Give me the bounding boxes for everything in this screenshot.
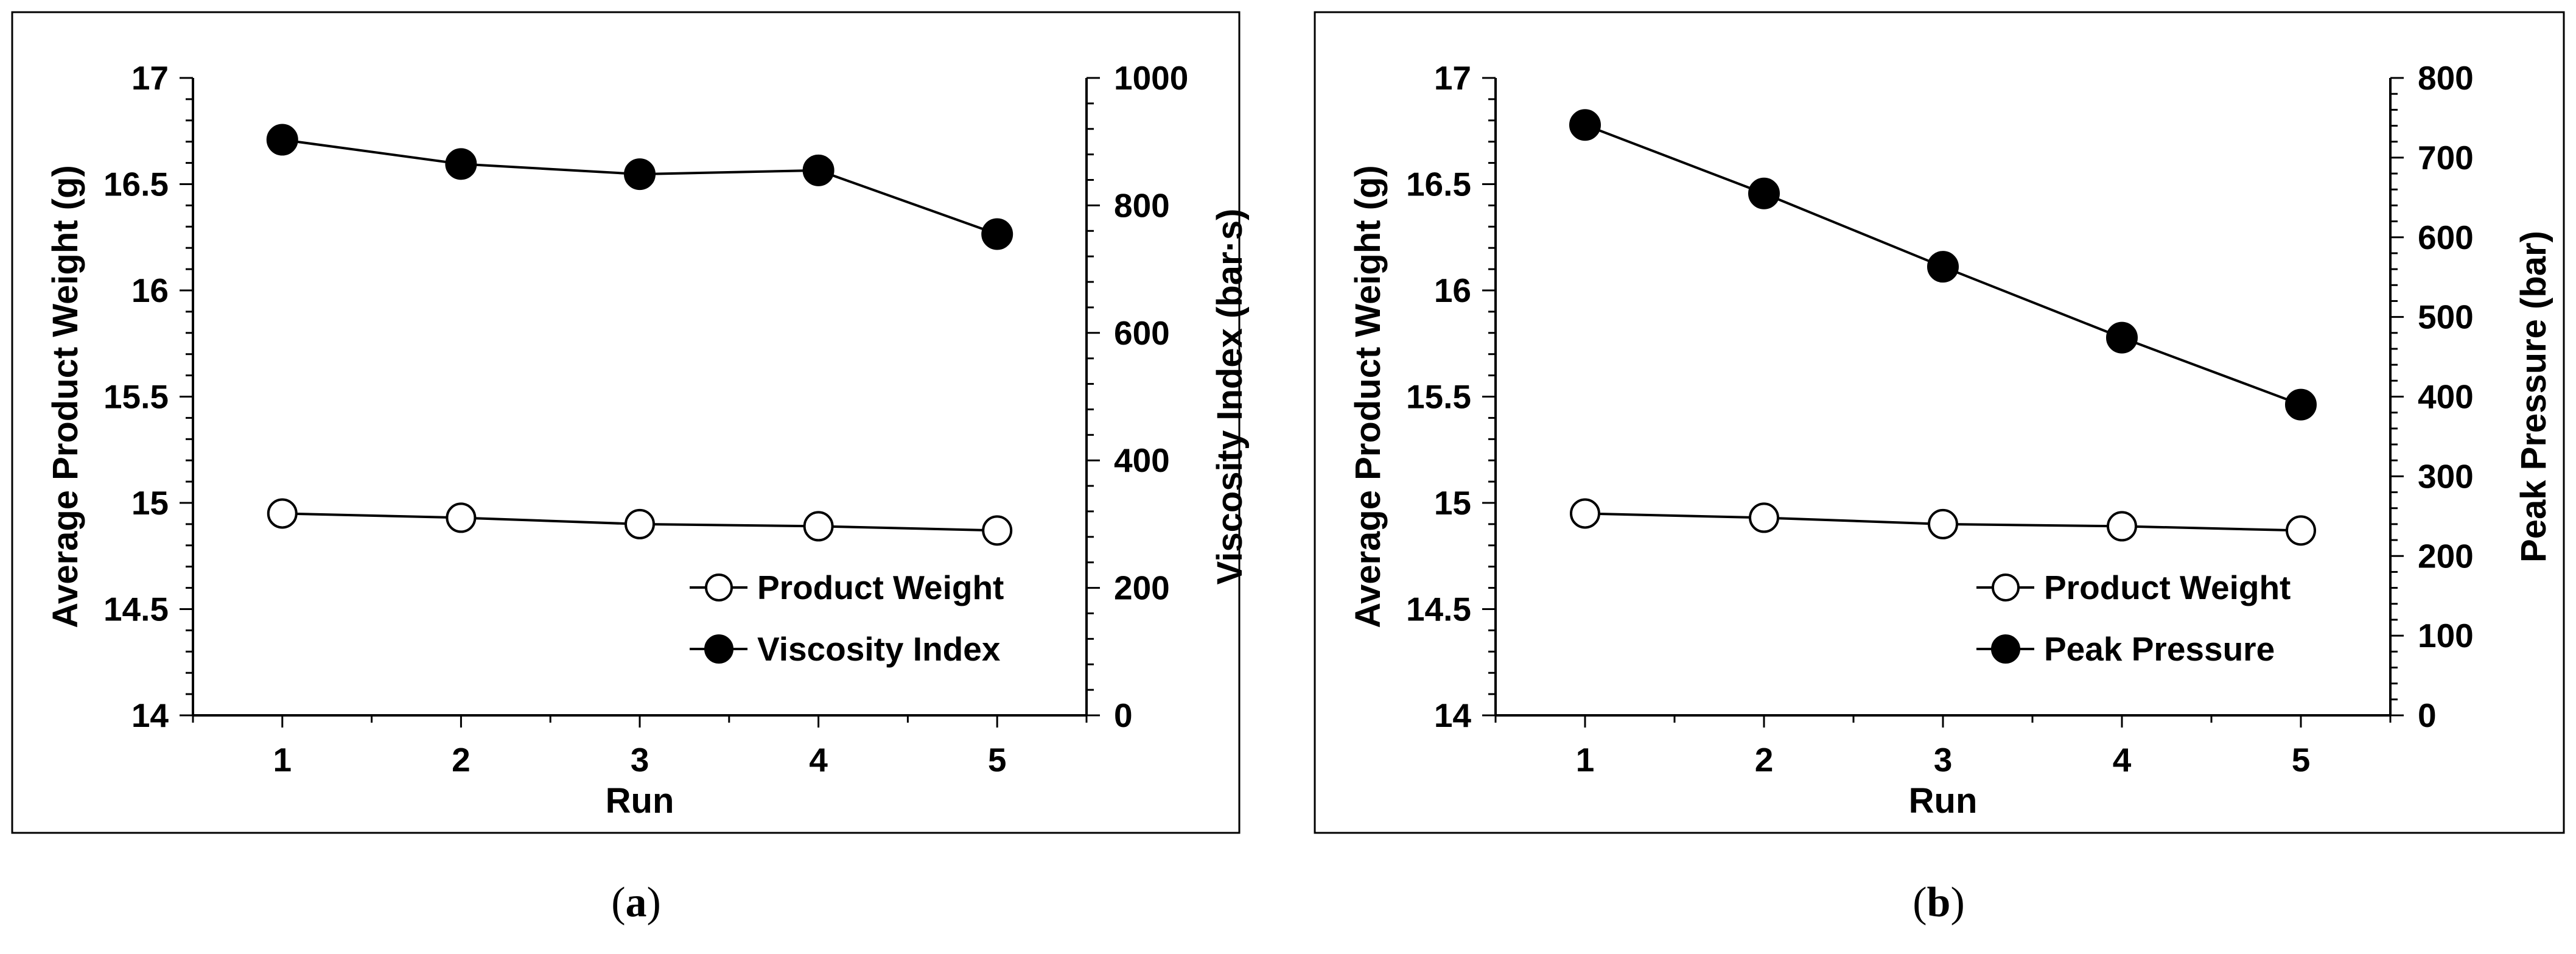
legend: Product Weight Peak Pressure xyxy=(1976,569,2291,668)
series-open xyxy=(267,498,1013,546)
left-tick-label: 15.5 xyxy=(1406,378,1471,416)
x-axis-title: Run xyxy=(1909,781,1978,821)
left-tick-label: 15.5 xyxy=(103,378,169,416)
x-tick-label: 4 xyxy=(2113,741,2132,779)
x-tick-label: 5 xyxy=(988,741,1007,779)
legend-marker xyxy=(704,634,733,664)
left-tick-label: 14.5 xyxy=(103,591,169,628)
data-point xyxy=(1928,508,1958,539)
legend-marker xyxy=(1991,634,2020,664)
data-point xyxy=(2107,511,2137,542)
x-tick-label: 3 xyxy=(1934,741,1953,779)
left-tick-label: 14 xyxy=(131,696,169,734)
data-point xyxy=(2286,515,2316,546)
legend-marker xyxy=(705,573,733,602)
x-tick-label: 2 xyxy=(1755,741,1774,779)
left-tick-label: 15 xyxy=(1434,484,1471,522)
left-tick-label: 16 xyxy=(1434,272,1471,309)
data-point xyxy=(802,154,835,186)
panel-caption: (b) xyxy=(1913,879,1965,926)
left-axis-title: Average Product Weight (g) xyxy=(1348,165,1388,628)
right-tick-label: 500 xyxy=(2418,298,2474,336)
left-tick-label: 16.5 xyxy=(1406,166,1471,203)
data-point xyxy=(2106,321,2138,354)
series-open xyxy=(1570,498,2316,546)
x-tick-label: 2 xyxy=(452,741,471,779)
data-point xyxy=(981,218,1013,250)
right-tick-label: 0 xyxy=(1114,696,1133,734)
right-tick-label: 800 xyxy=(1114,186,1170,224)
panel-caption: (a) xyxy=(611,879,661,926)
right-tick-label: 700 xyxy=(2418,139,2474,177)
left-tick-label: 14.5 xyxy=(1406,591,1471,628)
legend-label: Peak Pressure xyxy=(2044,630,2275,668)
right-tick-label: 400 xyxy=(1114,441,1170,479)
right-tick-label: 800 xyxy=(2418,59,2474,97)
left-tick-label: 14 xyxy=(1434,696,1472,734)
right-tick-label: 300 xyxy=(2418,457,2474,495)
right-axis-title: Peak Pressure (bar) xyxy=(2514,231,2553,563)
left-tick-label: 16 xyxy=(131,272,169,309)
right-axis-title: Viscosity Index (bar·s) xyxy=(1210,209,1250,585)
x-tick-label: 1 xyxy=(1576,741,1595,779)
series-filled xyxy=(1569,109,2317,421)
data-point xyxy=(1749,502,1779,533)
data-point xyxy=(1748,177,1780,209)
right-tick-label: 0 xyxy=(2418,696,2437,734)
right-tick-label: 200 xyxy=(1114,569,1170,607)
left-tick-label: 15 xyxy=(131,484,169,522)
panel-frame xyxy=(1314,11,2565,834)
data-point xyxy=(982,515,1013,546)
data-point xyxy=(803,511,834,542)
legend-label: Product Weight xyxy=(757,569,1004,606)
right-tick-label: 600 xyxy=(1114,314,1170,352)
data-point xyxy=(1569,109,1601,141)
x-tick-label: 3 xyxy=(631,741,649,779)
data-point xyxy=(624,158,656,191)
data-point xyxy=(2285,388,2317,421)
x-tick-label: 1 xyxy=(273,741,292,779)
data-point xyxy=(625,508,655,539)
chart-panel-a: 14 14.5 15 15.5 16 16.5 17 0 200 400 600 800 1000 1 2 3… xyxy=(11,11,1250,926)
series-filled xyxy=(266,124,1013,250)
data-point xyxy=(266,124,298,156)
left-tick-label: 16.5 xyxy=(103,166,169,203)
chart-panel-b: 1414.51515.51616.51701002003004005006007… xyxy=(1314,11,2565,926)
legend-label: Product Weight xyxy=(2044,569,2291,606)
right-tick-label: 1000 xyxy=(1114,59,1188,97)
panel-frame xyxy=(11,11,1241,834)
left-tick-label: 17 xyxy=(1434,59,1471,97)
right-tick-label: 400 xyxy=(2418,378,2474,416)
left-tick-label: 17 xyxy=(131,59,169,97)
x-axis-title: Run xyxy=(606,781,674,821)
data-point xyxy=(445,148,477,180)
data-point xyxy=(1927,251,1959,283)
data-point xyxy=(267,498,298,529)
data-point xyxy=(446,502,477,533)
x-tick-label: 5 xyxy=(2292,741,2311,779)
data-point xyxy=(1570,498,1600,529)
left-axis-title: Average Product Weight (g) xyxy=(46,165,85,628)
x-tick-label: 4 xyxy=(809,741,828,779)
right-tick-label: 100 xyxy=(2418,617,2474,654)
right-tick-label: 600 xyxy=(2418,219,2474,256)
legend: Product Weight Viscosity Index xyxy=(690,569,1004,668)
right-tick-label: 200 xyxy=(2418,537,2474,575)
legend-marker xyxy=(1992,573,2020,602)
legend-label: Viscosity Index xyxy=(757,630,1001,668)
